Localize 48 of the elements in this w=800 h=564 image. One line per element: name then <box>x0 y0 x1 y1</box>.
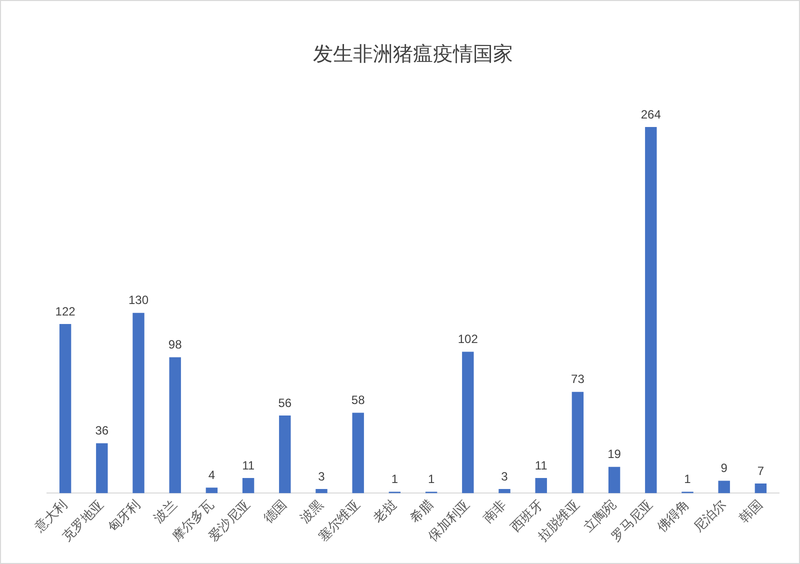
bar <box>352 412 364 494</box>
data-label: 58 <box>351 393 366 408</box>
x-tick-label: 希腊 <box>406 496 436 526</box>
data-label: 73 <box>571 372 585 386</box>
data-label: 122 <box>55 304 76 318</box>
bar <box>279 416 291 494</box>
data-label: 3 <box>501 469 508 484</box>
data-label: 130 <box>128 293 149 308</box>
data-label: 56 <box>278 396 292 410</box>
bar <box>645 126 657 494</box>
x-tick-label: 老挝 <box>370 496 400 526</box>
bar <box>132 312 144 494</box>
x-tick-label: 波兰 <box>150 496 180 526</box>
bar <box>498 489 510 494</box>
x-tick-label: 佛得角 <box>654 496 692 535</box>
data-label: 102 <box>458 332 478 346</box>
bar <box>608 466 620 494</box>
data-label: 1 <box>428 472 435 486</box>
data-label: 1 <box>391 472 398 486</box>
x-tick-label: 波黑 <box>297 496 326 526</box>
data-label: 98 <box>168 338 182 352</box>
data-label: 9 <box>720 461 728 476</box>
x-tick-label: 南非 <box>480 496 510 526</box>
chart-title: 发生非洲猪瘟疫情国家 <box>313 43 513 66</box>
x-tick-label: 德国 <box>260 496 290 526</box>
bar <box>572 392 584 494</box>
data-label: 3 <box>318 469 326 484</box>
bar <box>316 489 328 494</box>
bar <box>96 443 108 494</box>
bar <box>59 324 72 494</box>
bar <box>754 483 767 494</box>
data-label: 11 <box>534 458 548 472</box>
data-label: 1 <box>684 472 692 486</box>
bar <box>535 478 547 494</box>
bar <box>242 478 254 494</box>
data-label: 19 <box>608 447 622 462</box>
data-label: 11 <box>242 458 255 472</box>
bar <box>206 488 218 494</box>
data-label: 36 <box>95 424 109 438</box>
data-label: 4 <box>208 468 216 482</box>
data-label: 264 <box>640 107 662 122</box>
bar <box>718 480 730 494</box>
x-tick-label: 匈牙利 <box>104 496 144 535</box>
x-tick-label: 尼泊尔 <box>690 496 729 535</box>
bar <box>462 352 474 494</box>
data-label: 7 <box>757 464 764 478</box>
x-tick-label: 韩国 <box>736 496 766 526</box>
bar <box>169 357 181 494</box>
